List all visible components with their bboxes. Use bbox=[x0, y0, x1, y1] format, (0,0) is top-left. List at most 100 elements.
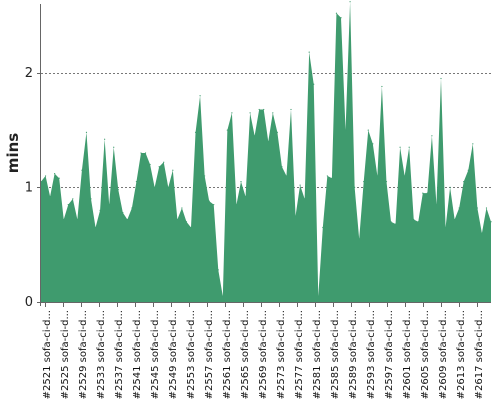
x-tick-label: #2521 sofa-ci-d... bbox=[42, 310, 53, 399]
data-point bbox=[335, 12, 338, 14]
data-point bbox=[344, 129, 347, 131]
x-tick-label: #2529 sofa-ci-d... bbox=[78, 310, 89, 399]
data-point bbox=[263, 108, 265, 111]
data-point bbox=[181, 207, 183, 209]
y-axis-title: mins bbox=[4, 133, 22, 173]
data-point bbox=[485, 207, 488, 209]
x-tick-label: #2525 sofa-ci-d... bbox=[60, 310, 71, 399]
data-point bbox=[104, 138, 106, 140]
data-point bbox=[163, 161, 165, 163]
data-point bbox=[363, 181, 365, 183]
data-point bbox=[44, 175, 47, 177]
x-tick-label: #2581 sofa-ci-d... bbox=[312, 310, 323, 399]
x-tick-labels: #2521 sofa-ci-d... #2525 sofa-ci-d... #252… bbox=[42, 310, 485, 399]
y-tick-labels: 0 1 2 bbox=[25, 66, 33, 310]
data-point bbox=[122, 212, 124, 214]
data-point bbox=[222, 295, 224, 297]
x-tick-label: #2605 sofa-ci-d... bbox=[420, 310, 431, 399]
data-point bbox=[290, 108, 292, 111]
data-point bbox=[176, 218, 178, 221]
data-point bbox=[131, 207, 133, 209]
data-point bbox=[194, 131, 197, 133]
y-tick-label: 1 bbox=[25, 180, 33, 195]
data-point bbox=[49, 195, 51, 198]
data-point bbox=[394, 223, 397, 225]
data-point bbox=[304, 198, 306, 200]
x-tick-label: #2613 sofa-ci-d... bbox=[456, 310, 467, 399]
data-point bbox=[154, 186, 156, 188]
data-point bbox=[413, 218, 415, 221]
x-tick-label: #2597 sofa-ci-d... bbox=[384, 310, 395, 399]
data-point bbox=[440, 77, 442, 80]
data-point bbox=[354, 186, 356, 188]
data-point bbox=[281, 166, 283, 168]
data-point bbox=[285, 175, 288, 177]
data-point bbox=[172, 169, 174, 171]
data-point bbox=[426, 192, 428, 194]
data-point bbox=[185, 221, 188, 223]
data-point bbox=[417, 221, 419, 223]
x-tick-label: #2617 sofa-ci-d... bbox=[474, 310, 485, 399]
x-tick-label: #2601 sofa-ci-d... bbox=[402, 310, 413, 399]
data-point bbox=[313, 83, 315, 85]
data-point bbox=[85, 131, 88, 133]
data-point bbox=[467, 169, 469, 171]
data-point bbox=[144, 152, 147, 154]
x-tick-label: #2553 sofa-ci-d... bbox=[186, 310, 197, 399]
data-point bbox=[72, 198, 74, 200]
data-point bbox=[258, 108, 260, 111]
data-point bbox=[240, 181, 242, 183]
series-layer bbox=[40, 1, 492, 303]
data-point bbox=[117, 189, 119, 191]
data-point bbox=[390, 221, 392, 223]
data-point bbox=[399, 146, 401, 148]
x-tick-label: #2565 sofa-ci-d... bbox=[240, 310, 251, 399]
x-tick-label: #2549 sofa-ci-d... bbox=[168, 310, 179, 399]
data-point bbox=[231, 112, 233, 114]
data-point bbox=[254, 135, 256, 137]
data-point bbox=[408, 146, 410, 148]
x-tick-label: #2537 sofa-ci-d... bbox=[114, 310, 125, 399]
data-point bbox=[272, 112, 274, 114]
data-point bbox=[481, 232, 483, 234]
data-point bbox=[381, 85, 383, 88]
data-point bbox=[490, 221, 492, 223]
data-point bbox=[472, 143, 474, 145]
data-point bbox=[126, 218, 128, 221]
data-point bbox=[326, 175, 328, 177]
data-point bbox=[431, 135, 433, 137]
data-point bbox=[249, 112, 251, 114]
data-point bbox=[190, 226, 192, 229]
data-point bbox=[404, 175, 406, 177]
data-point bbox=[213, 203, 215, 206]
data-point bbox=[113, 146, 115, 148]
data-point bbox=[331, 177, 333, 179]
data-point bbox=[67, 203, 69, 206]
data-point bbox=[435, 203, 438, 206]
data-point bbox=[308, 51, 310, 53]
x-tick-label: #2585 sofa-ci-d... bbox=[330, 310, 341, 399]
data-point bbox=[108, 203, 110, 206]
x-tick-label: #2609 sofa-ci-d... bbox=[438, 310, 449, 399]
data-point bbox=[444, 226, 447, 229]
data-point bbox=[235, 203, 238, 206]
data-point bbox=[94, 226, 97, 229]
y-tick-label: 2 bbox=[25, 66, 33, 81]
data-point bbox=[204, 175, 206, 177]
data-point bbox=[385, 181, 388, 183]
series-area bbox=[41, 1, 491, 303]
x-tick-label: #2577 sofa-ci-d... bbox=[294, 310, 305, 399]
data-point bbox=[422, 192, 424, 194]
data-point bbox=[199, 95, 201, 97]
data-point bbox=[449, 186, 451, 188]
x-tick-label: #2545 sofa-ci-d... bbox=[150, 310, 161, 399]
data-point bbox=[376, 175, 378, 177]
data-point bbox=[63, 218, 65, 221]
data-point bbox=[54, 173, 56, 175]
data-point bbox=[81, 169, 83, 171]
data-point bbox=[135, 181, 138, 183]
data-point bbox=[149, 163, 151, 166]
axes bbox=[37, 4, 491, 307]
